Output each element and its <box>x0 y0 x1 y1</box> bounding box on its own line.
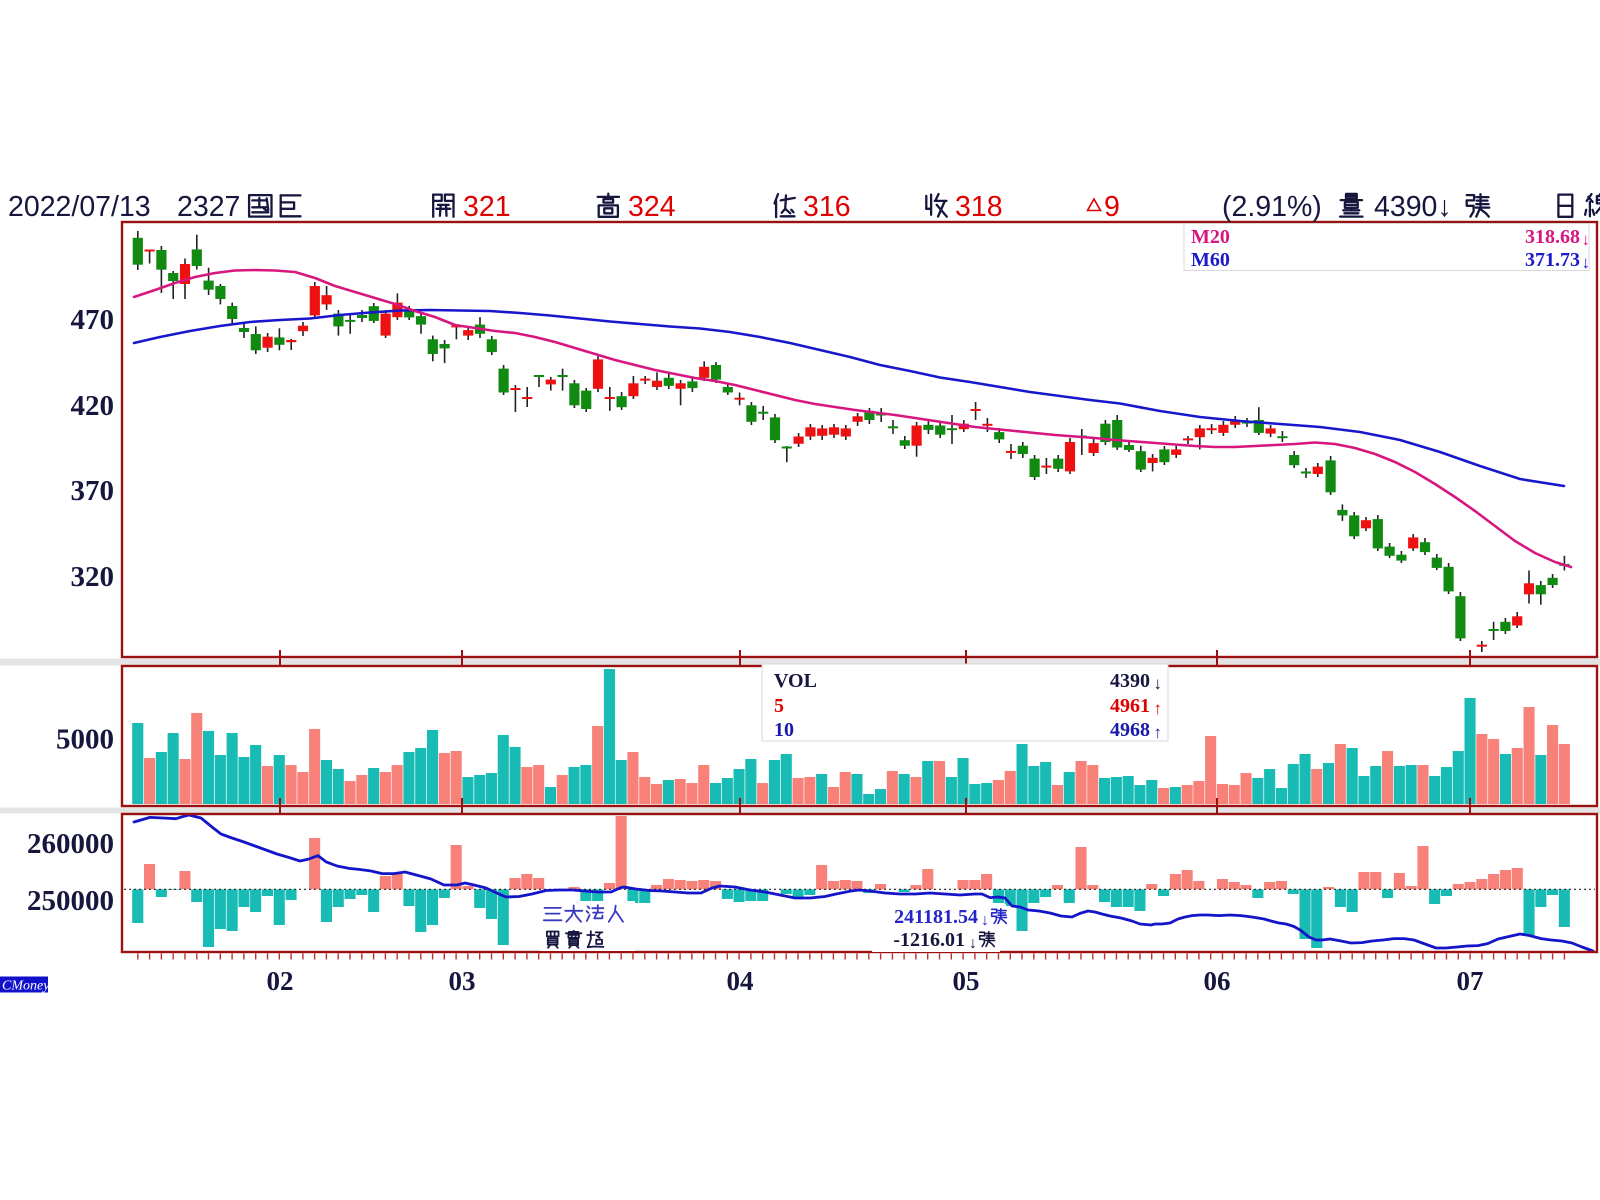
svg-text:-1216.01: -1216.01 <box>893 929 965 951</box>
svg-text:9: 9 <box>1104 191 1120 223</box>
svg-text:321: 321 <box>463 191 511 223</box>
svg-text:250000: 250000 <box>27 885 114 917</box>
svg-text:5000: 5000 <box>56 724 114 756</box>
svg-text:↑: ↑ <box>1154 723 1163 742</box>
svg-text:420: 420 <box>71 390 115 422</box>
svg-text:↓: ↓ <box>969 935 977 952</box>
svg-text:CMoney: CMoney <box>2 979 50 994</box>
svg-text:M60: M60 <box>1191 249 1230 271</box>
svg-text:07: 07 <box>1457 966 1484 996</box>
svg-text:↑: ↑ <box>1154 699 1163 718</box>
svg-text:4961: 4961 <box>1110 695 1150 717</box>
svg-text:260000: 260000 <box>27 828 114 860</box>
svg-text:2327: 2327 <box>177 191 240 223</box>
svg-text:4968: 4968 <box>1110 719 1150 741</box>
svg-text:318: 318 <box>955 191 1003 223</box>
svg-text:320: 320 <box>71 561 115 593</box>
svg-text:(2.91%): (2.91%) <box>1222 191 1322 223</box>
svg-text:4390: 4390 <box>1110 670 1150 692</box>
svg-text:04: 04 <box>727 966 754 996</box>
svg-text:4390↓: 4390↓ <box>1374 191 1452 223</box>
svg-text:06: 06 <box>1204 966 1231 996</box>
svg-text:241181.54: 241181.54 <box>894 906 978 928</box>
svg-text:M20: M20 <box>1191 226 1230 248</box>
svg-text:370: 370 <box>71 475 115 507</box>
svg-text:371.73: 371.73 <box>1525 249 1580 271</box>
svg-text:470: 470 <box>71 304 115 336</box>
svg-text:↓: ↓ <box>1582 230 1591 249</box>
svg-text:↓: ↓ <box>1154 674 1163 693</box>
svg-text:VOL: VOL <box>774 670 817 692</box>
svg-text:03: 03 <box>449 966 476 996</box>
svg-text:↓: ↓ <box>981 912 989 929</box>
svg-text:318.68: 318.68 <box>1525 226 1580 248</box>
svg-text:316: 316 <box>803 191 851 223</box>
svg-text:10: 10 <box>774 719 794 741</box>
svg-text:↓: ↓ <box>1582 253 1591 272</box>
svg-text:5: 5 <box>774 695 784 717</box>
svg-text:2022/07/13: 2022/07/13 <box>8 191 151 223</box>
svg-text:324: 324 <box>628 191 676 223</box>
svg-text:05: 05 <box>953 966 980 996</box>
svg-text:02: 02 <box>267 966 294 996</box>
